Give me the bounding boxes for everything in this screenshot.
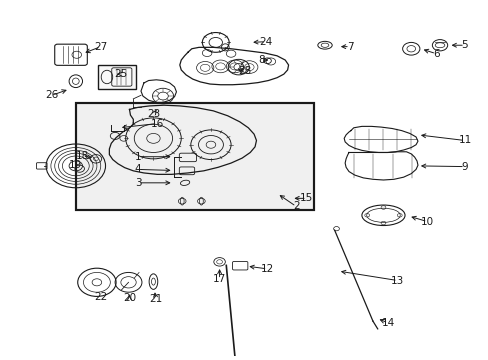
Text: 11: 11 xyxy=(457,135,470,145)
Text: 23: 23 xyxy=(146,109,160,120)
Text: 12: 12 xyxy=(260,264,274,274)
Bar xyxy=(98,65,136,89)
Text: 17: 17 xyxy=(212,274,226,284)
Text: 4: 4 xyxy=(135,165,141,174)
Text: 5: 5 xyxy=(461,40,468,50)
Text: 3: 3 xyxy=(135,178,141,188)
Text: 2: 2 xyxy=(292,202,299,211)
Text: 18: 18 xyxy=(76,151,89,161)
Text: 24: 24 xyxy=(259,37,272,47)
Text: 13: 13 xyxy=(390,275,404,285)
Bar xyxy=(76,103,314,210)
Text: 21: 21 xyxy=(149,294,162,304)
Text: 25: 25 xyxy=(114,69,127,79)
Text: 16: 16 xyxy=(150,118,163,129)
Text: 22: 22 xyxy=(94,292,107,302)
Text: 26: 26 xyxy=(45,90,59,100)
Text: 28: 28 xyxy=(237,66,251,76)
Text: 9: 9 xyxy=(461,162,468,172)
Text: 6: 6 xyxy=(432,49,439,59)
Text: 10: 10 xyxy=(420,217,433,227)
Text: 8: 8 xyxy=(258,55,264,65)
Text: 7: 7 xyxy=(346,42,352,51)
Bar xyxy=(76,103,314,210)
Text: 20: 20 xyxy=(122,293,136,303)
Text: 14: 14 xyxy=(381,318,394,328)
Text: 27: 27 xyxy=(94,42,107,51)
Text: 1: 1 xyxy=(135,152,141,162)
Text: 19: 19 xyxy=(69,160,82,170)
Text: 15: 15 xyxy=(300,193,313,203)
